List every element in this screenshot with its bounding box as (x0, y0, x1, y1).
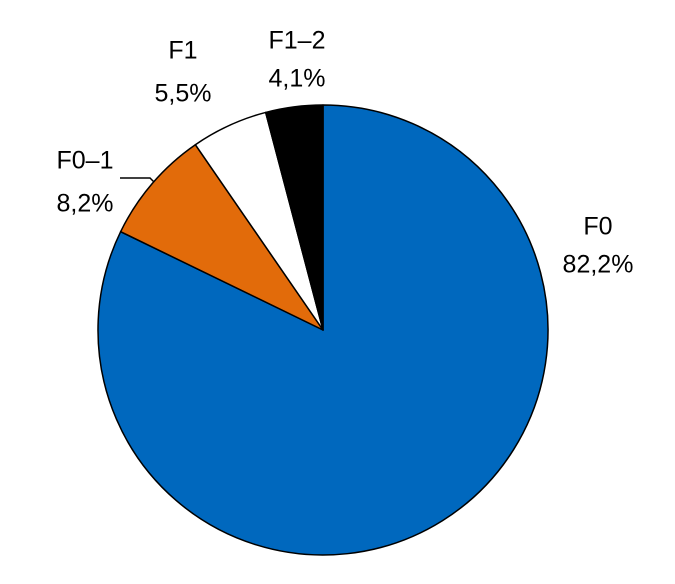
pie-slice (264, 104, 324, 331)
pie-slice (97, 104, 549, 556)
value-label: 82,2% (563, 251, 634, 279)
value-label: 5,5% (155, 80, 212, 108)
slice-label: F1–2 (269, 27, 326, 55)
slice-label: F0 (583, 213, 612, 241)
slice-label: F0–1 (57, 147, 114, 175)
pie-slice (119, 143, 324, 331)
value-label: 8,2% (57, 190, 114, 218)
slice-label: F1 (168, 37, 197, 65)
value-label: 4,1% (269, 65, 326, 93)
